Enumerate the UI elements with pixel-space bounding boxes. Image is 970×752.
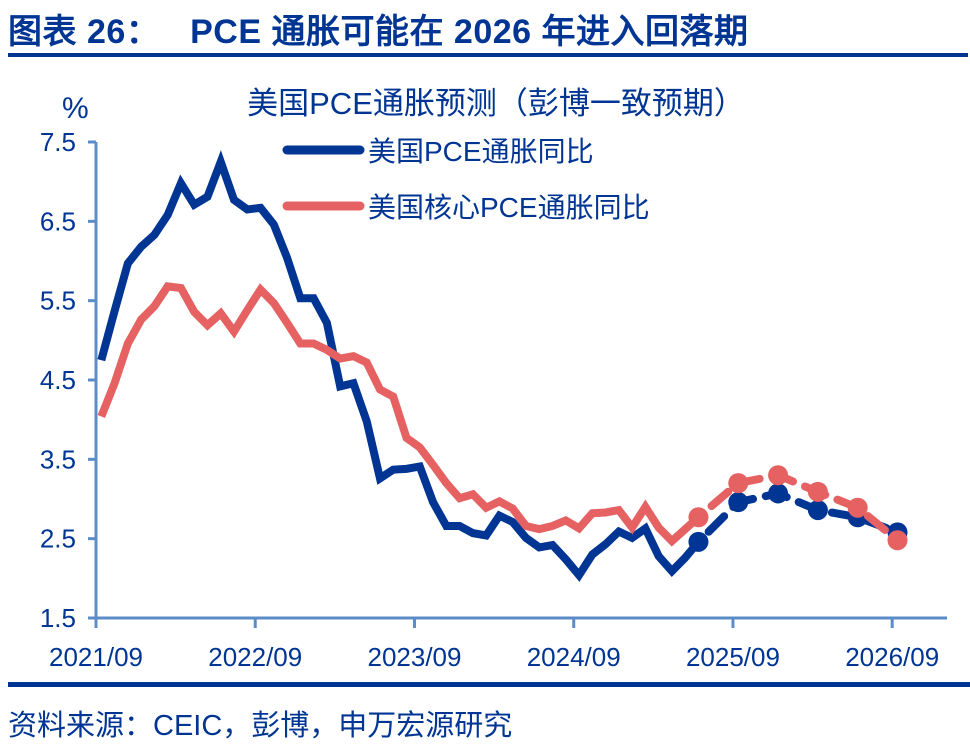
y-tick-label: 5.5 bbox=[40, 286, 76, 316]
x-tick-label: 2025/09 bbox=[686, 642, 780, 672]
x-tick-label: 2021/09 bbox=[49, 642, 143, 672]
y-tick-label: 2.5 bbox=[40, 524, 76, 554]
title-divider bbox=[8, 53, 968, 57]
forecast-point-headline bbox=[807, 500, 828, 521]
chart-title: 美国PCE通胀预测（彭博一致预期） bbox=[247, 86, 745, 121]
x-tick-label: 2024/09 bbox=[527, 642, 621, 672]
legend-label-core: 美国核心PCE通胀同比 bbox=[368, 192, 650, 223]
source-note: 资料来源：CEIC，彭博，申万宏源研究 bbox=[8, 710, 513, 742]
forecast-point-core bbox=[887, 530, 908, 551]
y-tick-label: 4.5 bbox=[40, 365, 76, 395]
y-tick-label: 7.5 bbox=[40, 127, 76, 157]
y-axis-unit: % bbox=[62, 92, 89, 125]
footer-divider bbox=[8, 682, 970, 687]
x-tick-label: 2026/09 bbox=[845, 642, 939, 672]
forecast-point-headline bbox=[688, 531, 709, 552]
forecast-point-core bbox=[728, 473, 749, 494]
forecast-point-core bbox=[688, 507, 709, 528]
series-line-headline bbox=[97, 150, 689, 582]
y-tick-label: 6.5 bbox=[40, 206, 76, 236]
forecast-point-headline bbox=[728, 492, 749, 513]
forecast-point-core bbox=[807, 481, 828, 502]
forecast-point-core bbox=[847, 497, 868, 518]
y-tick-label: 3.5 bbox=[40, 444, 76, 474]
legend-label-headline: 美国PCE通胀同比 bbox=[368, 136, 594, 167]
series-line-core bbox=[97, 282, 688, 547]
x-tick-label: 2022/09 bbox=[208, 642, 302, 672]
figure-title: 图表 26： PCE 通胀可能在 2026 年进入回落期 bbox=[8, 13, 749, 51]
forecast-point-headline bbox=[768, 483, 789, 504]
forecast-point-core bbox=[768, 465, 789, 486]
x-tick-label: 2023/09 bbox=[367, 642, 461, 672]
y-tick-label: 1.5 bbox=[40, 603, 76, 633]
